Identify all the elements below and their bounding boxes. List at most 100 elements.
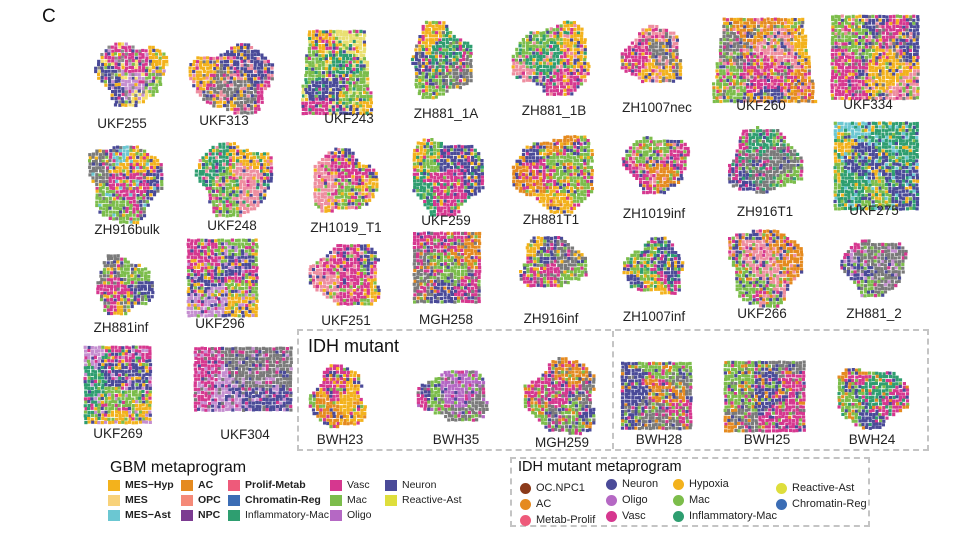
sample-label: ZH916bulk [94, 222, 160, 237]
idh-legend-item: Vasc [606, 510, 646, 522]
idh-legend-frame [510, 457, 870, 527]
spatial-map-ukf248 [194, 142, 274, 218]
sample-label: UKF259 [421, 213, 471, 228]
sample-label: UKF304 [220, 427, 270, 442]
spatial-map-bwh25 [723, 360, 806, 433]
legend-label: Reactive-Ast [792, 482, 855, 494]
spatial-map-zh1019inf [621, 136, 691, 195]
spatial-map-zh1007nec [620, 24, 683, 84]
gbm-legend-item: Vasc [330, 479, 370, 491]
sample-label: ZH881inf [93, 320, 149, 335]
legend-label: Vasc [347, 479, 370, 491]
gbm-legend-item: NPC [181, 509, 220, 521]
gbm-legend-item: OPC [181, 494, 221, 506]
sample-label: UKF243 [324, 111, 374, 126]
gbm-legend-item: Chromatin-Reg [228, 494, 321, 506]
spatial-map-ukf304 [193, 346, 293, 412]
spatial-map-zh881t1 [511, 135, 594, 214]
legend-label: AC [536, 498, 552, 510]
legend-dot [673, 510, 684, 522]
sample-label: BWH28 [635, 432, 683, 447]
idh-legend-item: Metab-Prolif [520, 514, 595, 526]
legend-label: Mac [689, 494, 710, 506]
legend-label: OC.NPC1 [536, 482, 585, 494]
idh-legend-item: Neuron [606, 478, 658, 490]
gbm-legend-item: MES−Hyp [108, 479, 174, 491]
sample-label: UKF255 [97, 116, 147, 131]
legend-label: MES−Ast [125, 509, 171, 521]
legend-label: Mac [347, 494, 367, 506]
gbm-legend-item: Prolif-Metab [228, 479, 306, 491]
spatial-map-mgh259 [523, 357, 596, 436]
idh-legend-item: AC [520, 498, 551, 510]
idh-legend-title: IDH mutant metaprogram [518, 459, 682, 475]
spatial-map-zh916t1 [727, 126, 804, 194]
legend-label: Chromatin-Reg [245, 494, 321, 506]
spatial-map-ukf251 [308, 244, 381, 306]
idh-mutant-divider [612, 331, 614, 449]
sample-label: BWH24 [848, 432, 896, 447]
sample-label: UKF248 [207, 218, 257, 233]
legend-label: Metab-Prolif [536, 514, 596, 526]
sample-label: UKF275 [849, 203, 899, 218]
legend-dot [673, 478, 684, 490]
legend-label: Prolif-Metab [245, 479, 306, 491]
spatial-map-ukf243 [301, 29, 374, 116]
legend-dot [606, 478, 617, 490]
spatial-map-ukf260 [712, 17, 818, 104]
sample-label: ZH1007nec [622, 100, 692, 115]
sample-label: ZH1019inf [622, 206, 686, 221]
legend-label: Reactive-Ast [402, 494, 462, 506]
legend-label: Inflammatory-Mac [245, 509, 330, 521]
sample-label: ZH1019_T1 [310, 220, 382, 235]
legend-swatch [108, 509, 120, 521]
legend-swatch [181, 494, 193, 506]
legend-label: Neuron [402, 479, 437, 491]
idh-mutant-frame [297, 329, 929, 451]
sample-label: BWH25 [743, 432, 791, 447]
spatial-map-bwh23 [308, 364, 367, 429]
idh-legend-item: Inflammatory-Mac [673, 510, 777, 522]
legend-label: Neuron [622, 478, 659, 490]
gbm-legend-item: Reactive-Ast [385, 494, 462, 506]
spatial-map-ukf296 [186, 238, 259, 318]
legend-dot [673, 494, 684, 506]
legend-swatch [385, 494, 397, 506]
spatial-map-zh881inf [96, 254, 155, 316]
sample-label: ZH916inf [523, 311, 579, 326]
legend-swatch [385, 479, 397, 491]
spatial-map-zh881_2 [840, 239, 908, 298]
sample-label: UKF251 [321, 313, 371, 328]
legend-label: MES [125, 494, 148, 506]
legend-dot [606, 510, 617, 522]
panel-letter: C [42, 6, 56, 27]
legend-label: AC [198, 479, 214, 491]
sample-label: UKF269 [93, 426, 143, 441]
gbm-legend-item: MES−Ast [108, 509, 171, 521]
sample-label: UKF334 [843, 97, 893, 112]
legend-label: Oligo [347, 509, 372, 521]
legend-label: Oligo [622, 494, 648, 506]
spatial-map-zh916inf [519, 236, 588, 288]
sample-label: UKF296 [195, 316, 245, 331]
legend-label: Inflammatory-Mac [689, 510, 778, 522]
legend-dot [606, 494, 617, 506]
legend-swatch [228, 479, 240, 491]
spatial-map-ukf259 [412, 138, 485, 217]
legend-label: MES−Hyp [125, 479, 174, 491]
legend-swatch [181, 479, 193, 491]
sample-label: ZH881_1B [521, 103, 587, 118]
idh-mutant-title: IDH mutant [308, 336, 400, 356]
idh-legend-item: Hypoxia [673, 478, 729, 490]
legend-swatch [228, 509, 240, 521]
sample-label: ZH916T1 [736, 204, 794, 219]
sample-label: BWH23 [316, 432, 364, 447]
idh-legend-item: Chromatin-Reg [776, 498, 867, 510]
gbm-legend-item: MES [108, 494, 148, 506]
sample-label: UKF313 [199, 113, 249, 128]
spatial-map-zh1007inf [622, 236, 685, 295]
spatial-map-bwh35 [416, 370, 489, 422]
legend-swatch [108, 494, 120, 506]
sample-label: ZH881_1A [413, 106, 479, 121]
